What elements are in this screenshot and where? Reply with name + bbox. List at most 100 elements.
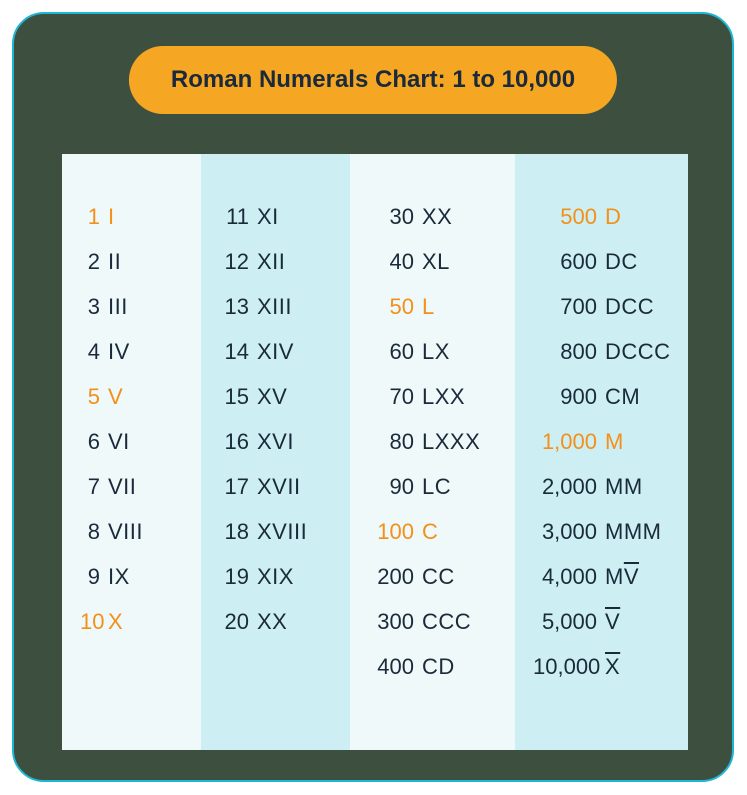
roman-numeral: M xyxy=(605,429,623,455)
arabic-number: 16 xyxy=(219,429,257,455)
arabic-number: 700 xyxy=(533,294,605,320)
numeral-row: 60LX xyxy=(350,329,515,374)
chart-title: Roman Numerals Chart: 1 to 10,000 xyxy=(129,46,617,114)
numeral-row: 70LXX xyxy=(350,374,515,419)
arabic-number: 7 xyxy=(80,474,108,500)
arabic-number: 2 xyxy=(80,249,108,275)
roman-numeral: CCC xyxy=(422,609,471,635)
roman-numeral: XIX xyxy=(257,564,294,590)
roman-numeral: LXXX xyxy=(422,429,480,455)
numeral-row: 10X xyxy=(62,599,201,644)
numeral-row: 8VIII xyxy=(62,509,201,554)
roman-numeral: MMM xyxy=(605,519,661,545)
roman-numeral: MM xyxy=(605,474,643,500)
arabic-number: 70 xyxy=(368,384,422,410)
roman-numeral: II xyxy=(108,249,121,275)
arabic-number: 200 xyxy=(368,564,422,590)
roman-numeral: XII xyxy=(257,249,285,275)
numeral-row: 10,000X xyxy=(515,644,688,689)
roman-numeral: I xyxy=(108,204,114,230)
numeral-row: 600DC xyxy=(515,239,688,284)
roman-numeral: CM xyxy=(605,384,640,410)
column-3: 30XX40XL50L60LX70LXX80LXXX90LC100C200CC3… xyxy=(350,154,515,750)
numeral-row: 3,000MMM xyxy=(515,509,688,554)
arabic-number: 500 xyxy=(533,204,605,230)
roman-numeral: XX xyxy=(257,609,287,635)
numeral-row: 7VII xyxy=(62,464,201,509)
arabic-number: 11 xyxy=(219,204,257,230)
roman-numeral: XIII xyxy=(257,294,292,320)
numerals-table: 1I2II3III4IV5V6VI7VII8VIII9IX10X 11XI12X… xyxy=(62,154,688,750)
arabic-number: 15 xyxy=(219,384,257,410)
numeral-row: 2,000MM xyxy=(515,464,688,509)
roman-numeral: DCC xyxy=(605,294,654,320)
numeral-row: 100C xyxy=(350,509,515,554)
roman-numeral: CD xyxy=(422,654,455,680)
arabic-number: 13 xyxy=(219,294,257,320)
arabic-number: 20 xyxy=(219,609,257,635)
roman-numeral: LX xyxy=(422,339,450,365)
numeral-row: 4IV xyxy=(62,329,201,374)
arabic-number: 8 xyxy=(80,519,108,545)
numeral-row: 1I xyxy=(62,194,201,239)
column-1: 1I2II3III4IV5V6VI7VII8VIII9IX10X xyxy=(62,154,201,750)
numeral-row: 5,000V xyxy=(515,599,688,644)
roman-numeral: MV xyxy=(605,564,639,590)
arabic-number: 100 xyxy=(368,519,422,545)
roman-numeral: XI xyxy=(257,204,279,230)
roman-numeral: XV xyxy=(257,384,287,410)
roman-numeral: X xyxy=(605,654,620,680)
numeral-row: 17XVII xyxy=(201,464,350,509)
roman-numeral: XX xyxy=(422,204,452,230)
roman-numeral: IX xyxy=(108,564,130,590)
arabic-number: 90 xyxy=(368,474,422,500)
column-2: 11XI12XII13XIII14XIV15XV16XVI17XVII18XVI… xyxy=(201,154,350,750)
arabic-number: 9 xyxy=(80,564,108,590)
roman-numeral: XIV xyxy=(257,339,294,365)
numeral-row: 50L xyxy=(350,284,515,329)
arabic-number: 1,000 xyxy=(533,429,605,455)
numeral-row: 2II xyxy=(62,239,201,284)
roman-numeral: III xyxy=(108,294,128,320)
arabic-number: 5 xyxy=(80,384,108,410)
arabic-number: 900 xyxy=(533,384,605,410)
arabic-number: 12 xyxy=(219,249,257,275)
roman-numeral: DC xyxy=(605,249,638,275)
roman-numeral: VI xyxy=(108,429,130,455)
arabic-number: 2,000 xyxy=(533,474,605,500)
numeral-row: 18XVIII xyxy=(201,509,350,554)
numeral-row: 300CCC xyxy=(350,599,515,644)
arabic-number: 19 xyxy=(219,564,257,590)
numeral-row: 20XX xyxy=(201,599,350,644)
numeral-row: 15XV xyxy=(201,374,350,419)
roman-numeral: LXX xyxy=(422,384,465,410)
arabic-number: 60 xyxy=(368,339,422,365)
arabic-number: 400 xyxy=(368,654,422,680)
numeral-row: 19XIX xyxy=(201,554,350,599)
roman-numeral: IV xyxy=(108,339,130,365)
numeral-row: 6VI xyxy=(62,419,201,464)
roman-numeral: XVI xyxy=(257,429,294,455)
arabic-number: 300 xyxy=(368,609,422,635)
numeral-row: 1,000M xyxy=(515,419,688,464)
roman-numeral: V xyxy=(605,609,620,635)
arabic-number: 4 xyxy=(80,339,108,365)
arabic-number: 800 xyxy=(533,339,605,365)
arabic-number: 14 xyxy=(219,339,257,365)
arabic-number: 4,000 xyxy=(533,564,605,590)
numeral-row: 9IX xyxy=(62,554,201,599)
numeral-row: 3III xyxy=(62,284,201,329)
column-4: 500D600DC700DCC800DCCC900CM1,000M2,000MM… xyxy=(515,154,688,750)
arabic-number: 5,000 xyxy=(533,609,605,635)
arabic-number: 3 xyxy=(80,294,108,320)
arabic-number: 80 xyxy=(368,429,422,455)
roman-numeral: VIII xyxy=(108,519,143,545)
roman-numeral: XVIII xyxy=(257,519,307,545)
numeral-row: 40XL xyxy=(350,239,515,284)
chart-frame: Roman Numerals Chart: 1 to 10,000 1I2II3… xyxy=(12,12,734,782)
roman-numeral: XL xyxy=(422,249,450,275)
roman-numeral: D xyxy=(605,204,621,230)
roman-numeral: L xyxy=(422,294,434,320)
arabic-number: 1 xyxy=(80,204,108,230)
arabic-number: 30 xyxy=(368,204,422,230)
